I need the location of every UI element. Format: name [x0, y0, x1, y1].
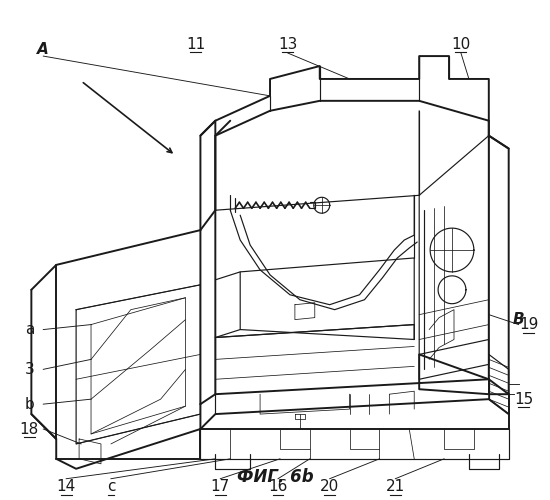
Text: 13: 13 — [278, 36, 298, 52]
Text: c: c — [107, 479, 115, 494]
Text: 14: 14 — [57, 479, 76, 494]
Text: 20: 20 — [320, 479, 339, 494]
Text: 11: 11 — [186, 36, 205, 52]
Text: ФИГ. 6b: ФИГ. 6b — [236, 468, 314, 485]
Text: 16: 16 — [268, 479, 288, 494]
Text: a: a — [25, 322, 34, 337]
Text: 18: 18 — [20, 422, 39, 436]
Text: 10: 10 — [452, 36, 471, 52]
Text: 21: 21 — [386, 479, 405, 494]
Text: A: A — [37, 42, 49, 56]
Text: 15: 15 — [514, 392, 534, 406]
Text: 19: 19 — [519, 317, 538, 332]
Text: 3: 3 — [25, 362, 34, 377]
Text: b: b — [25, 396, 34, 411]
Text: B: B — [513, 312, 525, 327]
Text: 17: 17 — [211, 479, 230, 494]
